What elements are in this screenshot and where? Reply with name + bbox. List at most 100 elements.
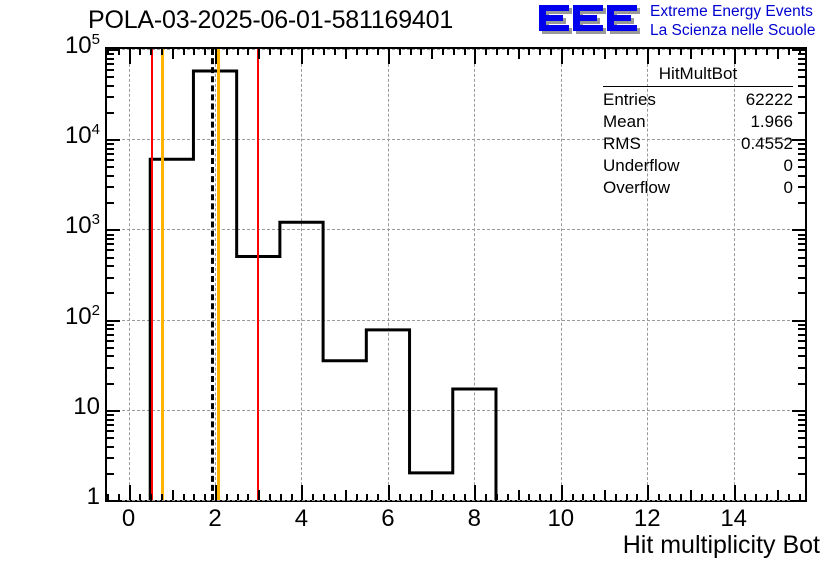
axis-tick — [550, 49, 552, 55]
stats-box: HitMultBot Entries 62222 Mean 1.966 RMS 0.455… — [603, 64, 793, 197]
axis-tick — [301, 485, 304, 500]
gridline-vertical — [474, 49, 476, 500]
axis-tick — [593, 494, 596, 500]
axis-tick — [139, 49, 142, 55]
axis-tick — [787, 49, 790, 55]
y-axis-tick-label: 1 — [86, 483, 100, 510]
eee-logo-text: Extreme Energy Events La Scienza nelle S… — [650, 3, 815, 40]
axis-tick — [225, 49, 228, 55]
gridline-horizontal — [107, 409, 805, 411]
axis-tick — [107, 328, 114, 331]
axis-tick — [798, 333, 805, 336]
axis-tick — [107, 256, 114, 259]
axis-tick — [355, 49, 358, 55]
x-axis-tick-label: 10 — [547, 505, 575, 532]
axis-tick — [312, 494, 315, 500]
axis-tick — [463, 494, 466, 500]
black-dashed-mean — [211, 49, 215, 500]
axis-tick — [798, 53, 805, 56]
axis-tick — [107, 53, 114, 56]
axis-tick — [798, 166, 805, 169]
x-axis-tick-label: 6 — [381, 505, 395, 532]
axis-tick — [431, 490, 434, 500]
axis-tick — [441, 49, 444, 55]
axis-tick — [506, 49, 509, 55]
axis-tick — [744, 494, 747, 500]
axis-tick — [107, 276, 114, 279]
axis-tick — [398, 49, 401, 55]
axis-tick — [571, 49, 574, 55]
gridline-vertical — [387, 49, 389, 500]
axis-tick — [420, 494, 423, 500]
axis-tick — [107, 382, 114, 385]
axis-tick — [107, 249, 114, 252]
axis-tick — [593, 49, 596, 55]
axis-tick — [798, 238, 805, 241]
gridline-horizontal — [107, 319, 805, 321]
axis-tick — [560, 485, 563, 500]
axis-tick — [107, 175, 114, 178]
axis-tick — [798, 84, 805, 87]
gridline-vertical — [128, 49, 130, 500]
axis-tick — [798, 339, 805, 342]
x-axis-tick-label: 0 — [121, 505, 136, 532]
axis-tick — [647, 485, 650, 500]
axis-tick — [701, 49, 704, 55]
axis-tick — [798, 292, 805, 295]
axis-tick — [625, 49, 628, 55]
axis-tick — [333, 49, 336, 55]
axis-tick — [128, 49, 131, 64]
eee-logo-mark — [539, 5, 640, 34]
axis-tick — [614, 494, 617, 500]
gridline-vertical — [733, 49, 735, 500]
axis-tick — [171, 49, 174, 59]
axis-tick — [161, 49, 164, 55]
axis-tick — [107, 143, 114, 146]
axis-tick — [452, 49, 455, 55]
axis-tick — [107, 76, 114, 79]
axis-tick — [107, 57, 114, 60]
axis-tick — [517, 490, 520, 500]
axis-tick — [387, 49, 390, 64]
axis-tick — [171, 490, 174, 500]
axis-tick — [409, 494, 412, 500]
axis-tick — [420, 49, 423, 55]
axis-tick — [463, 49, 466, 55]
axis-tick — [107, 346, 114, 349]
axis-tick — [798, 323, 805, 326]
axis-tick — [528, 49, 531, 55]
axis-tick — [431, 49, 434, 59]
axis-tick — [755, 494, 758, 500]
axis-tick — [107, 238, 114, 241]
axis-tick — [755, 49, 758, 55]
axis-tick — [798, 346, 805, 349]
axis-tick — [798, 202, 805, 205]
y-axis-tick-label: 103 — [64, 211, 100, 240]
axis-tick — [107, 49, 120, 51]
axis-tick — [107, 436, 114, 439]
axis-tick — [107, 500, 120, 502]
axis-tick — [495, 494, 498, 500]
stats-row: RMS 0.4552 — [603, 131, 793, 153]
stats-value: 0 — [783, 178, 793, 197]
gridline-vertical — [647, 49, 649, 500]
axis-tick — [441, 494, 444, 500]
axis-tick — [193, 494, 196, 500]
axis-tick — [560, 49, 563, 64]
stats-row: Mean 1.966 — [603, 109, 793, 131]
histogram-outline — [148, 69, 498, 500]
axis-tick — [668, 49, 671, 55]
axis-tick — [798, 49, 801, 55]
axis-tick — [344, 490, 347, 500]
axis-tick — [366, 494, 369, 500]
axis-tick — [798, 413, 805, 416]
axis-tick — [107, 159, 114, 162]
axis-tick — [658, 49, 661, 55]
axis-tick — [107, 472, 114, 475]
axis-tick — [107, 292, 114, 295]
axis-tick — [204, 49, 207, 55]
gridline-horizontal — [107, 500, 805, 501]
axis-tick — [107, 233, 114, 236]
axis-tick — [798, 159, 805, 162]
axis-tick — [798, 96, 805, 99]
